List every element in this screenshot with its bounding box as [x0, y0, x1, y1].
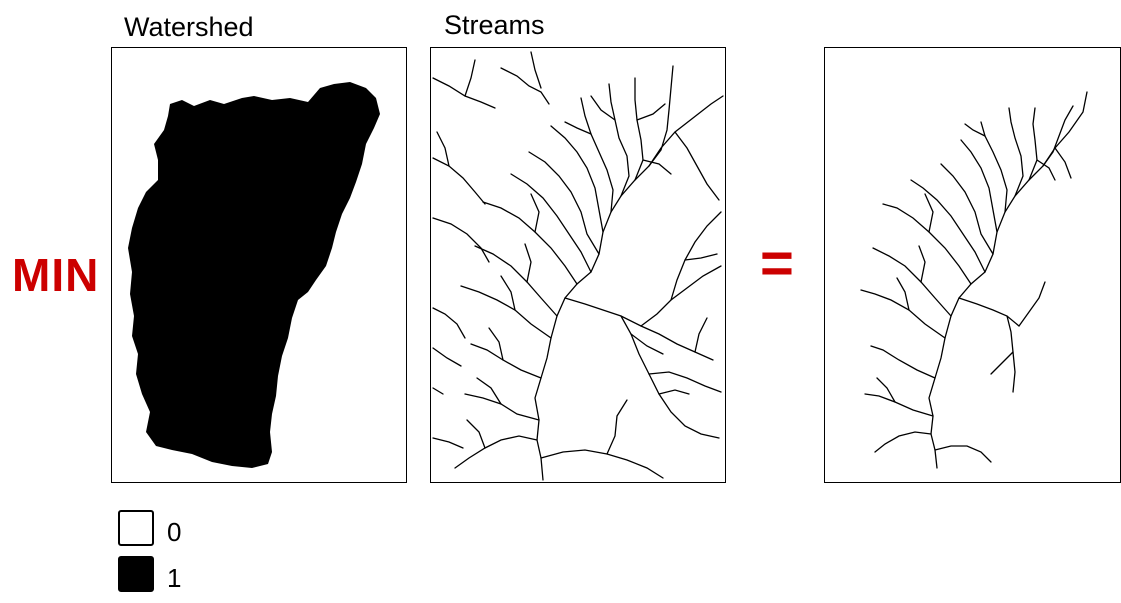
result-main-channel [928, 91, 1088, 469]
legend-swatch-0 [118, 510, 154, 546]
streams-raster [432, 51, 724, 481]
stream-main-channel [534, 95, 724, 481]
watershed-raster-panel [111, 47, 407, 483]
min-operator-label: MIN [12, 249, 100, 301]
streams-title: Streams [444, 10, 545, 40]
watershed-raster [128, 82, 380, 468]
result-raster [860, 91, 1088, 469]
legend-label-0: 0 [167, 517, 182, 547]
watershed-mask-shape [128, 82, 380, 468]
streams-raster-panel [430, 47, 726, 483]
result-raster-panel [824, 47, 1121, 483]
legend-swatch-1 [118, 556, 154, 592]
watershed-title: Watershed [124, 12, 254, 42]
legend-label-1: 1 [167, 563, 182, 593]
equals-sign: = [760, 231, 794, 296]
